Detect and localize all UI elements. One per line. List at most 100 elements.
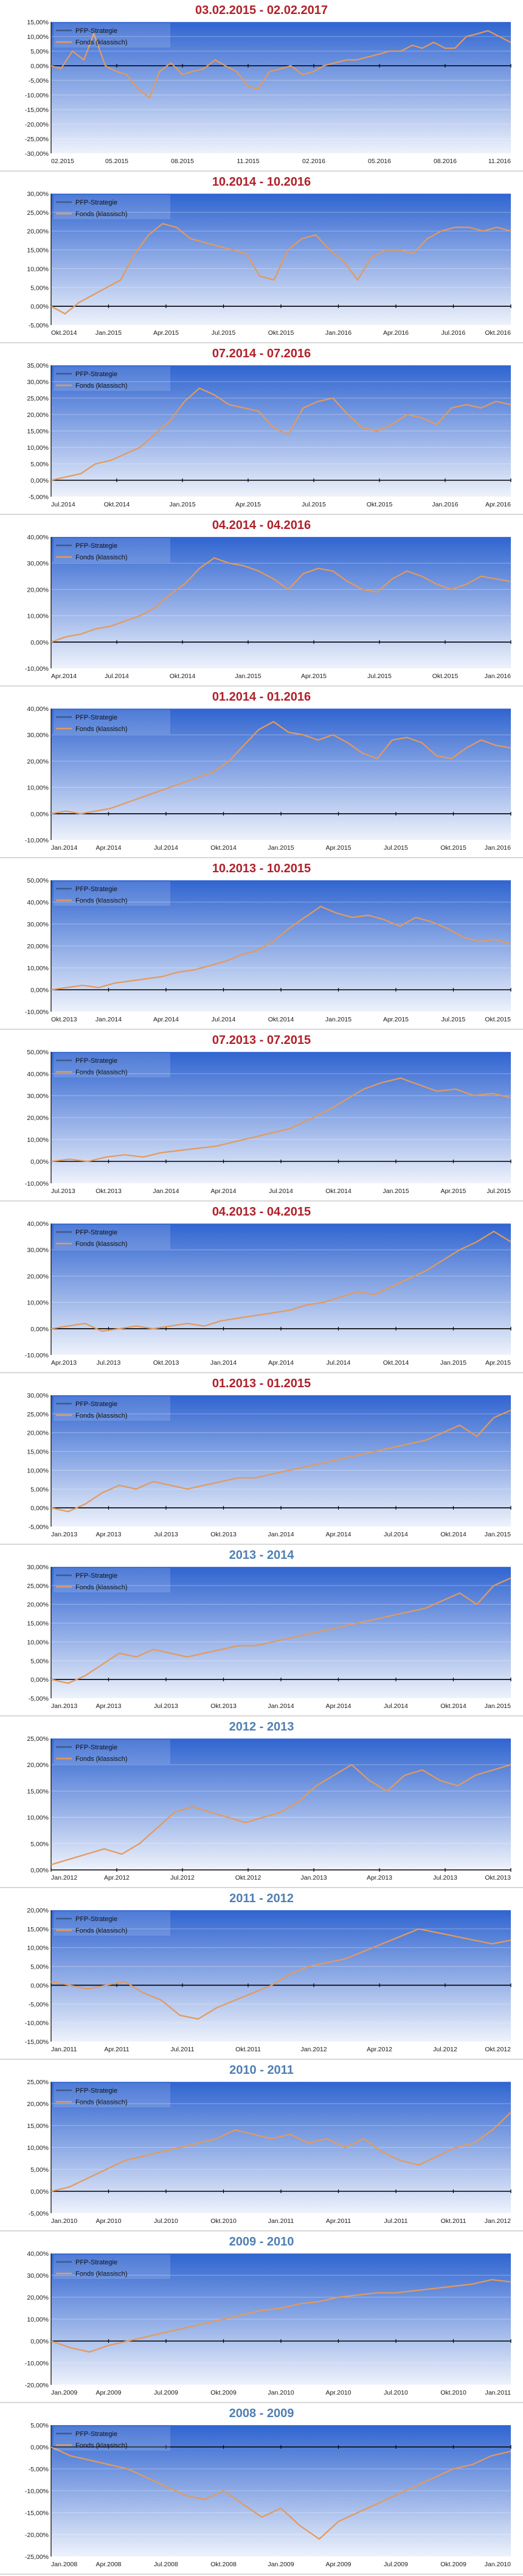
series-line-fonds xyxy=(50,1409,511,1513)
chart-title: 07.2014 - 07.2016 xyxy=(212,347,311,360)
legend-label: Fonds (klassisch) xyxy=(75,1069,128,1076)
y-tick-label: 0,00% xyxy=(30,303,49,310)
x-tick-label: Jan.2009 xyxy=(51,2389,77,2396)
y-tick-label: 25,00% xyxy=(27,2079,49,2086)
chart-panel: 2010 - 2011 25,00% 20,00% 15,00% 10,00% 5,00%… xyxy=(0,2060,523,2231)
chart-svg: 15,00% 10,00% 5,00% 0,00% -5,00% -10,00% -15,0… xyxy=(25,19,511,165)
x-tick-label: Okt.2013 xyxy=(51,1016,77,1023)
y-tick-label: -10,00% xyxy=(25,1180,49,1188)
y-tick-label: -15,00% xyxy=(25,107,49,114)
x-tick-label: Jan.2015 xyxy=(325,1016,352,1023)
x-tick-label: Okt.2014 xyxy=(440,1531,466,1538)
x-tick-label: Jan.2015 xyxy=(485,1531,511,1538)
y-tick-label: 20,00% xyxy=(27,1115,49,1122)
y-tick-label: -10,00% xyxy=(25,2488,49,2495)
x-tick-label: Apr.2015 xyxy=(153,329,179,337)
x-tick-label: Jul.2013 xyxy=(433,1874,457,1881)
y-tick-label: -25,00% xyxy=(25,2553,49,2561)
x-tick-label: Okt.2011 xyxy=(235,2046,261,2053)
x-tick-label: Jul.2011 xyxy=(171,2046,195,2053)
y-tick-label: 20,00% xyxy=(27,586,49,593)
x-tick-label: Apr.2013 xyxy=(95,1531,121,1538)
y-tick-label: 0,00% xyxy=(30,2444,49,2451)
x-tick-label: Jul.2015 xyxy=(367,673,392,680)
x-tick-label: Apr.2015 xyxy=(235,501,261,508)
x-tick-label: Jul.2012 xyxy=(433,2046,457,2053)
x-tick-label: Okt.2013 xyxy=(485,1874,511,1881)
y-tick-label: 40,00% xyxy=(27,705,49,713)
x-tick-label: Jan.2011 xyxy=(51,2046,77,2053)
y-tick-label: 50,00% xyxy=(27,1049,49,1056)
y-tick-label: 0,00% xyxy=(30,1867,49,1874)
y-tick-label: 35,00% xyxy=(27,362,49,369)
y-tick-label: 20,00% xyxy=(27,1907,49,1914)
x-tick-label: Jul.2014 xyxy=(327,1359,351,1367)
y-tick-label: -5,00% xyxy=(29,2466,49,2473)
x-tick-label: Okt.2014 xyxy=(51,329,77,337)
x-tick-label: Okt.2012 xyxy=(235,1874,262,1881)
legend-box xyxy=(54,1740,170,1764)
x-tick-label: Jul.2015 xyxy=(384,844,408,852)
legend-label: Fonds (klassisch) xyxy=(75,1584,128,1591)
x-tick-label: Apr.2014 xyxy=(325,1703,351,1710)
y-tick-label: 15,00% xyxy=(27,428,49,435)
x-tick-label: 05.2016 xyxy=(368,158,391,165)
legend-label: PFP-Strategie xyxy=(75,1229,117,1236)
y-tick-label: 0,00% xyxy=(30,987,49,994)
y-tick-label: -10,00% xyxy=(25,837,49,844)
y-tick-label: 10,00% xyxy=(27,1300,49,1307)
chart-svg: 50,00% 40,00% 30,00% 20,00% 10,00% 0,00% -10,0… xyxy=(25,877,511,1023)
x-tick-label: Okt.2014 xyxy=(325,1188,352,1195)
legend-box xyxy=(54,1911,170,1936)
x-tick-label: Apr.2011 xyxy=(104,2046,129,2053)
x-tick-label: Apr.2014 xyxy=(268,1359,294,1367)
series-line-fonds xyxy=(50,557,511,643)
x-tick-label: Jul.2009 xyxy=(384,2561,408,2568)
y-tick-label: 0,00% xyxy=(30,1982,49,1989)
x-tick-label: Jul.2014 xyxy=(154,844,178,852)
chart-title: 2009 - 2010 xyxy=(229,2235,294,2249)
legend-box xyxy=(54,2083,170,2107)
legend-box xyxy=(54,195,170,219)
chart-svg: 25,00% 20,00% 15,00% 10,00% 5,00% 0,00% -5,00%… xyxy=(27,2079,511,2225)
legend-label: Fonds (klassisch) xyxy=(75,39,128,46)
chart-title: 03.02.2015 - 02.02.2017 xyxy=(195,4,328,17)
legend-label: PFP-Strategie xyxy=(75,886,117,893)
legend-box xyxy=(54,366,170,391)
y-tick-label: 10,00% xyxy=(27,1467,49,1474)
y-tick-label: 0,00% xyxy=(30,2338,49,2345)
chart-title: 2008 - 2009 xyxy=(229,2407,294,2420)
y-tick-label: 10,00% xyxy=(27,1136,49,1144)
y-tick-label: 25,00% xyxy=(27,209,49,217)
y-tick-label: 20,00% xyxy=(27,1601,49,1609)
x-tick-label: Okt.2010 xyxy=(440,2389,466,2396)
x-tick-label: Okt.2014 xyxy=(383,1359,409,1367)
x-tick-label: Apr.2014 xyxy=(153,1016,179,1023)
x-tick-label: Okt.2013 xyxy=(153,1359,179,1367)
series-line-fonds xyxy=(50,905,511,991)
x-tick-label: Jul.2009 xyxy=(154,2389,178,2396)
plot-area xyxy=(51,1223,511,1355)
x-tick-label: Jul.2010 xyxy=(154,2217,178,2225)
y-tick-label: -15,00% xyxy=(25,2510,49,2517)
y-tick-label: 0,00% xyxy=(30,2188,49,2196)
y-tick-label: -5,00% xyxy=(29,1695,49,1703)
legend-label: PFP-Strategie xyxy=(75,714,117,721)
x-tick-label: Jul.2015 xyxy=(487,1188,511,1195)
y-tick-label: 20,00% xyxy=(27,943,49,950)
x-tick-label: Jan.2013 xyxy=(51,1703,77,1710)
legend-box xyxy=(54,1396,170,1421)
chart-panel: 2009 - 2010 40,00% 30,00% 20,00% 10,00% 0,00%… xyxy=(0,2231,523,2403)
x-tick-label: Apr.2014 xyxy=(51,673,77,680)
y-tick-label: -10,00% xyxy=(25,665,49,673)
x-tick-label: 11.2016 xyxy=(488,158,511,165)
x-tick-label: 08.2016 xyxy=(434,158,457,165)
series-line-fonds xyxy=(50,223,511,315)
y-tick-label: 30,00% xyxy=(27,2272,49,2280)
y-tick-label: 0,00% xyxy=(30,811,49,818)
x-tick-label: Apr.2013 xyxy=(51,1359,77,1367)
legend-box xyxy=(54,538,170,562)
x-tick-label: Jan.2013 xyxy=(51,1531,77,1538)
chart-title: 10.2014 - 10.2016 xyxy=(212,175,311,189)
series-line-fonds xyxy=(50,1928,511,2020)
